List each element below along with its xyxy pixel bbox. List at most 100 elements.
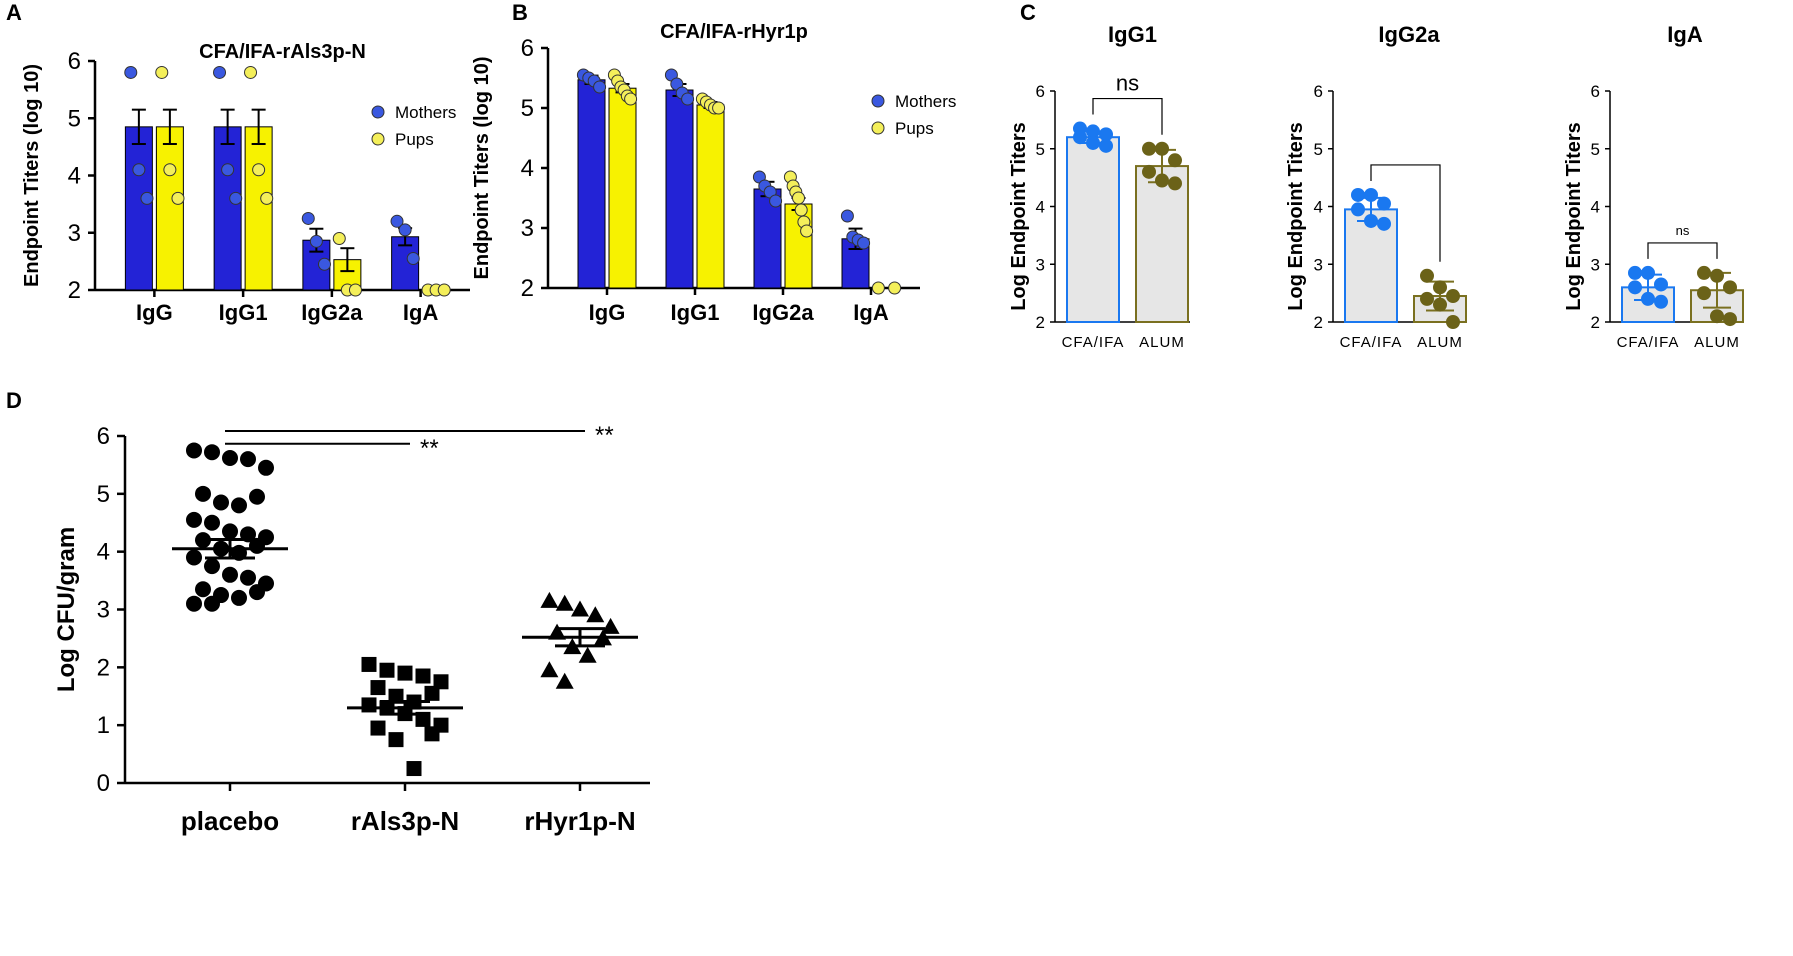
x-tick-label: IgG (136, 300, 173, 325)
data-point-rals3p-n (397, 665, 413, 681)
data-point (769, 194, 783, 208)
y-tick-label: 4 (68, 163, 81, 190)
legend-marker (371, 132, 385, 146)
data-point (712, 101, 726, 115)
data-point (1420, 268, 1434, 283)
panel-label: D (6, 388, 22, 413)
data-point-placebo (186, 549, 202, 566)
panel-label: A (6, 0, 22, 25)
data-point-placebo (195, 581, 211, 598)
data-point (301, 211, 315, 225)
bar-pups-igg (608, 87, 637, 289)
data-point (1723, 312, 1737, 327)
data-point-placebo (213, 494, 229, 511)
data-point (317, 257, 331, 271)
data-point (888, 281, 902, 295)
panel-c3: IgA Log Endpoint Titers 2 3 4 5 6 CFA/IFA ALUM ns (1563, 22, 1744, 351)
data-point-placebo (195, 532, 211, 549)
data-point (1377, 196, 1391, 211)
x-tick-label: CFA/IFA (1340, 334, 1403, 351)
panel-a: A CFA/IFA-rAls3p-N Endpoint Titers (log 10… (6, 0, 470, 325)
data-point-placebo (231, 589, 247, 606)
x-tick-label: IgA (403, 300, 439, 325)
data-point (309, 234, 323, 248)
x-tick-label: IgG1 (671, 300, 720, 325)
data-point (1364, 213, 1378, 228)
y-tick-label: 4 (97, 539, 110, 566)
data-point (1433, 280, 1447, 295)
y-tick-label: 2 (1591, 313, 1600, 332)
data-point-placebo (204, 514, 220, 531)
data-point-placebo (240, 569, 256, 586)
data-point (1168, 153, 1182, 168)
data-point (1155, 141, 1169, 156)
data-point-rals3p-n (379, 662, 395, 678)
data-point-rhyr1p-n (601, 617, 620, 634)
data-point-rhyr1p-n (555, 672, 574, 689)
y-tick-label: 6 (68, 48, 81, 75)
data-point (1086, 135, 1100, 150)
y-tick-label: 1 (97, 712, 110, 739)
y-tick-label: 2 (1036, 313, 1045, 332)
data-point (1420, 291, 1434, 306)
data-point (140, 191, 154, 205)
data-point-rals3p-n (424, 685, 440, 701)
data-point (1628, 280, 1642, 295)
y-tick-label: 5 (1591, 140, 1600, 159)
data-point-rhyr1p-n (555, 594, 574, 611)
data-point (681, 92, 695, 106)
y-tick-label: 6 (1036, 82, 1045, 101)
significance-bracket (1647, 242, 1718, 259)
data-point-placebo (204, 595, 220, 612)
data-point (871, 281, 885, 295)
chart-title: IgA (1667, 22, 1703, 47)
data-point-placebo (231, 497, 247, 514)
data-point-rals3p-n (361, 697, 377, 713)
data-point (840, 209, 854, 223)
data-point-placebo (195, 485, 211, 502)
data-point (213, 65, 227, 79)
data-point (1641, 291, 1655, 306)
data-point (332, 231, 346, 245)
data-point (1628, 265, 1642, 280)
data-point (1351, 202, 1365, 217)
y-tick-label: 5 (1036, 140, 1045, 159)
data-point-placebo (249, 584, 265, 601)
data-point (155, 65, 169, 79)
data-point (794, 203, 808, 217)
bar-pups-igg1 (244, 126, 273, 291)
data-point-rals3p-n (415, 668, 431, 684)
data-point (624, 92, 638, 106)
y-tick-label: 0 (97, 770, 110, 797)
data-point-placebo (240, 451, 256, 468)
data-point (260, 191, 274, 205)
legend-marker (371, 105, 385, 119)
data-point-rals3p-n (388, 732, 404, 748)
data-point (1351, 187, 1365, 202)
data-point (390, 214, 404, 228)
y-tick-label: 4 (1036, 198, 1045, 217)
legend-marker (871, 121, 885, 135)
data-point (1142, 164, 1156, 179)
y-axis-label: Log CFU/gram (53, 527, 80, 692)
legend-label: Pups (395, 130, 434, 149)
legend-label: Mothers (395, 103, 456, 122)
data-point-rals3p-n (370, 680, 386, 696)
data-point-placebo (222, 449, 238, 466)
chart-title: IgG2a (1378, 22, 1440, 47)
data-point (1654, 277, 1668, 292)
data-point (792, 191, 805, 205)
data-point (171, 191, 185, 205)
y-tick-label: 5 (521, 95, 534, 122)
chart-title: CFA/IFA-rHyr1p (660, 21, 808, 43)
y-tick-label: 2 (68, 277, 81, 304)
y-tick-label: 5 (97, 481, 110, 508)
y-tick-label: 6 (1314, 82, 1323, 101)
data-point (1654, 294, 1668, 309)
chart-title: CFA/IFA-rAls3p-N (199, 41, 366, 63)
data-point-placebo (222, 566, 238, 583)
bar-alum (1135, 165, 1189, 323)
data-point (1433, 297, 1447, 312)
data-point (800, 224, 814, 238)
panel-b: B CFA/IFA-rHyr1p Endpoint Titers (log 10) 2… (471, 0, 956, 325)
